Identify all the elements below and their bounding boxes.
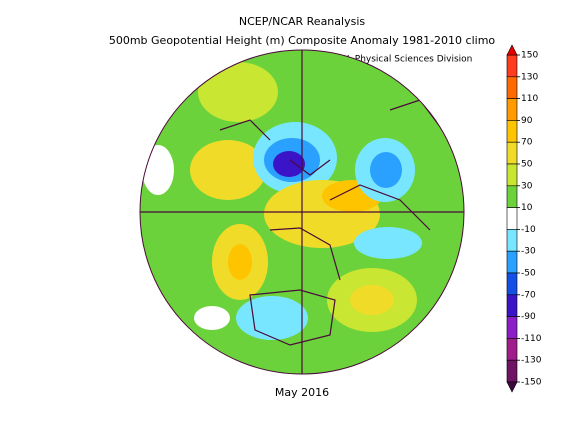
anomaly xyxy=(190,140,266,200)
anomaly xyxy=(350,285,394,315)
colorbar-tick-label: 110 xyxy=(521,94,538,104)
colorbar-segment xyxy=(506,294,518,317)
anomaly xyxy=(228,244,252,280)
colorbar-tick-label: -130 xyxy=(521,356,542,366)
colorbar-under xyxy=(506,381,518,393)
colorbar-over xyxy=(506,44,518,56)
colorbar-segment xyxy=(506,338,518,361)
anomaly xyxy=(236,296,308,340)
anomaly xyxy=(354,227,422,259)
colorbar-segment xyxy=(506,185,518,208)
colorbar-segment xyxy=(506,54,518,78)
coastlines xyxy=(219,99,451,346)
colorbar-tick-label: 130 xyxy=(521,72,538,82)
colorbar-tick-label: 70 xyxy=(521,138,533,148)
map-border xyxy=(139,49,465,375)
colorbar-segment xyxy=(506,359,518,383)
colorbar-segment xyxy=(506,229,518,252)
colorbar-tick-label: -150 xyxy=(521,378,542,388)
anomaly xyxy=(198,62,278,122)
colorbar-segment xyxy=(506,141,518,165)
colorbar-segment xyxy=(506,250,518,274)
colorbar-tick-label: -90 xyxy=(521,312,536,322)
colorbar-tick-label: 30 xyxy=(521,181,533,191)
colorbar-tick-label: -50 xyxy=(521,269,536,279)
colorbar-tick-label: 10 xyxy=(521,203,533,213)
colorbar-tick-label: 150 xyxy=(521,51,538,61)
colorbar-segment xyxy=(506,207,518,230)
colorbar-tick-label: -110 xyxy=(521,334,542,344)
title: NCEP/NCAR Reanalysis xyxy=(239,15,365,28)
colorbar: 150 130 110 90 70 50 30 10 -10 -30 -50 -70 -90 -110 -1… xyxy=(506,44,542,393)
colorbar-tick-label: 90 xyxy=(521,116,533,126)
colorbar-tick-label: 50 xyxy=(521,160,533,170)
colorbar-segment xyxy=(506,120,518,143)
colorbar-segment xyxy=(506,76,518,99)
colorbar-tick-label: -10 xyxy=(521,225,536,235)
colorbar-segment xyxy=(506,272,518,296)
anomaly xyxy=(142,145,174,195)
map xyxy=(140,50,464,374)
anomaly xyxy=(194,306,230,330)
colorbar-segment xyxy=(506,163,518,187)
colorbar-tick-label: -30 xyxy=(521,247,536,257)
colorbar-segment xyxy=(506,98,518,121)
anomaly xyxy=(370,152,402,188)
credit: NOAA/ESRL Physical Sciences Division xyxy=(300,55,472,65)
colorbar-tick-label: -70 xyxy=(521,290,536,300)
colorbar-segment xyxy=(506,316,518,339)
anomaly xyxy=(273,151,305,177)
date-label: May 2016 xyxy=(275,386,329,399)
subtitle: 500mb Geopotential Height (m) Composite … xyxy=(109,34,496,47)
